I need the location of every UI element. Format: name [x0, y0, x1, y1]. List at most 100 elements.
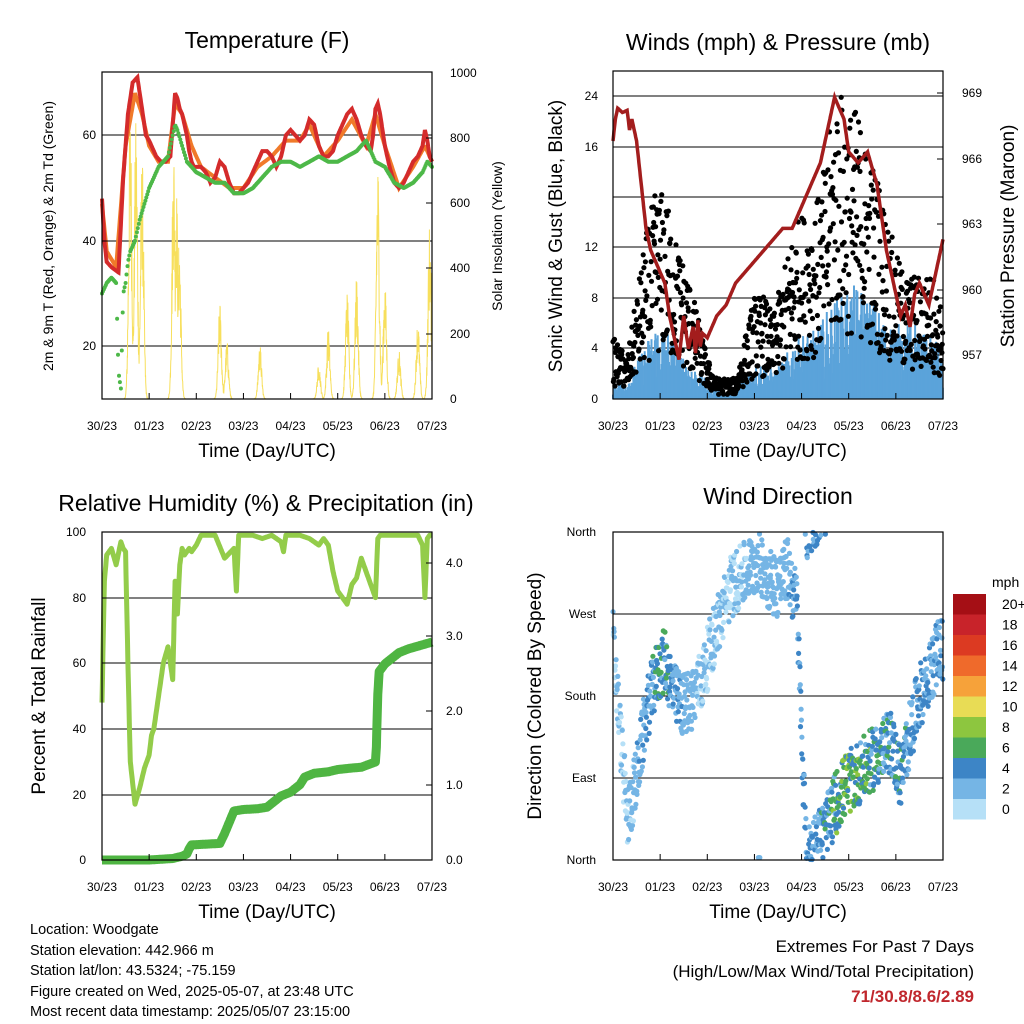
- x-tick-label: 05/23: [834, 419, 864, 433]
- x-tick-label: 30/23: [87, 419, 117, 433]
- gust-point: [801, 220, 807, 226]
- x-tick-label: 07/23: [928, 419, 958, 433]
- direction-point: [660, 690, 666, 696]
- dewpoint-point: [142, 201, 147, 206]
- humidity-y-tick-label: 40: [73, 722, 87, 736]
- gust-point: [812, 349, 819, 355]
- gust-point: [825, 262, 831, 268]
- direction-point: [781, 560, 787, 566]
- solar-y-tick-label: 200: [450, 327, 470, 341]
- precip-y-tick-label: 3.0: [446, 629, 463, 643]
- direction-point: [915, 713, 922, 719]
- direction-point: [737, 543, 743, 549]
- gust-point: [761, 372, 767, 379]
- gust-point: [811, 354, 817, 361]
- x-tick-label: 04/23: [787, 419, 817, 433]
- direction-point: [840, 805, 847, 811]
- dewpoint-point: [127, 253, 132, 258]
- gust-point: [690, 365, 696, 371]
- direction-point: [622, 753, 628, 759]
- gust-point: [699, 370, 705, 376]
- direction-point: [847, 808, 853, 814]
- gust-point: [659, 219, 666, 226]
- gust-point: [680, 263, 686, 269]
- gust-point: [783, 344, 789, 350]
- direction-point: [699, 673, 705, 680]
- direction-point: [893, 774, 899, 780]
- direction-point: [829, 840, 835, 846]
- gust-point: [915, 275, 922, 281]
- dewpoint-point: [133, 238, 137, 243]
- gust-point: [643, 297, 649, 303]
- gust-point: [614, 342, 621, 348]
- direction-point: [614, 708, 620, 714]
- dewpoint-point: [122, 285, 127, 290]
- gust-point: [933, 319, 939, 325]
- direction-point: [842, 811, 848, 818]
- gust-point: [794, 269, 800, 275]
- direction-x-ticks: 30/23 01/23 02/23 03/23 04/23 05/23 06/23 07/23: [598, 854, 958, 894]
- direction-point: [928, 669, 934, 675]
- gust-point: [937, 304, 944, 310]
- gust-point: [930, 332, 936, 338]
- gust-point: [702, 346, 708, 352]
- gust-point: [854, 232, 860, 238]
- direction-point: [791, 587, 797, 593]
- direction-point: [707, 627, 713, 633]
- gust-point: [837, 278, 843, 284]
- gust-point: [887, 357, 893, 363]
- gust-point: [898, 348, 905, 354]
- direction-point: [860, 753, 866, 759]
- direction-point: [633, 801, 639, 808]
- x-tick-label: 06/23: [881, 880, 911, 894]
- direction-point: [887, 740, 893, 746]
- gust-point: [854, 164, 861, 170]
- gust-point: [857, 168, 863, 174]
- gust-point: [702, 352, 709, 358]
- gust-point: [838, 219, 845, 225]
- gust-point: [807, 282, 813, 288]
- direction-point: [653, 683, 659, 690]
- dewpoint-point: [133, 234, 138, 239]
- x-tick-label: 06/23: [881, 419, 911, 433]
- direction-point: [905, 759, 911, 765]
- direction-point: [651, 708, 657, 714]
- gust-point: [775, 353, 781, 360]
- direction-point: [638, 716, 644, 723]
- gust-point: [653, 270, 660, 276]
- extremes-subheading: (High/Low/Max Wind/Total Precipitation): [672, 962, 974, 981]
- direction-point: [820, 855, 826, 861]
- gust-point: [638, 280, 644, 286]
- direction-point: [704, 676, 710, 682]
- direction-point: [916, 683, 922, 689]
- direction-point: [810, 819, 817, 826]
- direction-point: [675, 709, 681, 715]
- gust-point: [736, 383, 742, 389]
- gust-point: [886, 238, 892, 244]
- direction-point: [829, 789, 835, 795]
- gust-point: [637, 356, 643, 362]
- x-tick-label: 05/23: [834, 880, 864, 894]
- direction-point: [802, 531, 808, 537]
- x-tick-label: 04/23: [787, 880, 817, 894]
- gust-point: [918, 363, 924, 369]
- winds-plot-frame: [612, 70, 944, 400]
- gust-point: [674, 273, 681, 279]
- direction-point: [689, 726, 695, 732]
- direction-point: [676, 691, 682, 697]
- gust-point: [706, 362, 713, 368]
- gust-point: [822, 180, 828, 186]
- pressure-y-right-ticks: 957 960 963 966 969: [937, 86, 982, 362]
- gust-point: [911, 274, 917, 280]
- temperature-y-tick-label: 40: [83, 234, 97, 248]
- x-tick-label: 02/23: [181, 419, 211, 433]
- direction-point: [923, 673, 929, 679]
- gust-point: [924, 333, 931, 339]
- gust-point: [677, 268, 683, 274]
- gust-point: [800, 270, 806, 276]
- gust-point: [930, 364, 936, 370]
- x-tick-label: 04/23: [276, 419, 306, 433]
- gust-point: [687, 287, 693, 293]
- direction-point: [880, 750, 886, 757]
- gust-point: [818, 254, 824, 260]
